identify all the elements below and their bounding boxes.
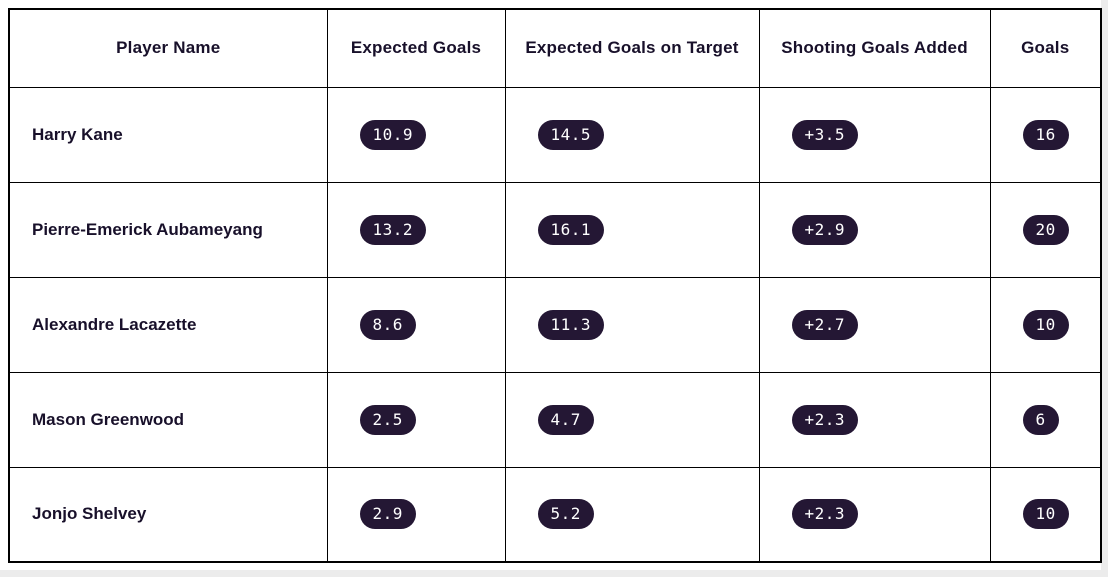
stat-pill: 2.9: [359, 499, 416, 530]
header-row: Player Name Expected Goals Expected Goal…: [8, 8, 1102, 88]
column-header-player-name: Player Name: [8, 8, 328, 88]
expected-goals-on-target-cell: 14.5: [504, 86, 760, 183]
player-name-cell: Jonjo Shelvey: [8, 466, 328, 563]
expected-goals-on-target-cell: 16.1: [504, 181, 760, 278]
goals-cell: 10: [989, 276, 1102, 373]
stat-pill: 20: [1022, 214, 1069, 245]
stat-pill: 14.5: [537, 119, 605, 150]
stat-pill: +2.3: [791, 499, 859, 530]
goals-cell: 20: [989, 181, 1102, 278]
expected-goals-cell: 8.6: [326, 276, 506, 373]
stat-pill: 16.1: [537, 214, 605, 245]
expected-goals-cell: 10.9: [326, 86, 506, 183]
expected-goals-on-target-cell: 4.7: [504, 371, 760, 468]
goals-cell: 6: [989, 371, 1102, 468]
shooting-goals-added-cell: +2.3: [758, 371, 991, 468]
table-row: Harry Kane 10.9 14.5 +3.5 16: [8, 86, 1102, 183]
stat-pill: 16: [1022, 119, 1069, 150]
table-row: Pierre-Emerick Aubameyang 13.2 16.1 +2.9…: [8, 181, 1102, 278]
stat-pill: 10.9: [359, 119, 427, 150]
stat-pill: 6: [1022, 404, 1059, 435]
stat-pill: +2.9: [791, 214, 859, 245]
table-body: Harry Kane 10.9 14.5 +3.5 16 Pierre-Emer…: [8, 86, 1102, 563]
stat-pill: 8.6: [359, 309, 416, 340]
stat-pill: +3.5: [791, 119, 859, 150]
stat-pill: 4.7: [537, 404, 594, 435]
table-row: Jonjo Shelvey 2.9 5.2 +2.3 10: [8, 466, 1102, 563]
player-name-cell: Alexandre Lacazette: [8, 276, 328, 373]
stat-pill: 13.2: [359, 214, 427, 245]
expected-goals-on-target-cell: 5.2: [504, 466, 760, 563]
stat-pill: 2.5: [359, 404, 416, 435]
column-header-expected-goals-on-target: Expected Goals on Target: [504, 8, 760, 88]
shooting-goals-added-cell: +2.9: [758, 181, 991, 278]
table-header: Player Name Expected Goals Expected Goal…: [8, 8, 1102, 88]
expected-goals-cell: 2.9: [326, 466, 506, 563]
player-stats-table: Player Name Expected Goals Expected Goal…: [8, 8, 1102, 563]
shooting-goals-added-cell: +2.3: [758, 466, 991, 563]
stat-pill: 10: [1022, 499, 1069, 530]
column-header-shooting-goals-added: Shooting Goals Added: [758, 8, 991, 88]
column-header-goals: Goals: [989, 8, 1102, 88]
stat-pill: 11.3: [537, 309, 605, 340]
goals-cell: 10: [989, 466, 1102, 563]
column-header-expected-goals: Expected Goals: [326, 8, 506, 88]
stat-pill: +2.7: [791, 309, 859, 340]
player-name-cell: Pierre-Emerick Aubameyang: [8, 181, 328, 278]
goals-cell: 16: [989, 86, 1102, 183]
expected-goals-cell: 13.2: [326, 181, 506, 278]
stat-pill: 10: [1022, 309, 1069, 340]
expected-goals-on-target-cell: 11.3: [504, 276, 760, 373]
expected-goals-cell: 2.5: [326, 371, 506, 468]
table-row: Mason Greenwood 2.5 4.7 +2.3 6: [8, 371, 1102, 468]
shooting-goals-added-cell: +3.5: [758, 86, 991, 183]
shooting-goals-added-cell: +2.7: [758, 276, 991, 373]
player-name-cell: Harry Kane: [8, 86, 328, 183]
stat-pill: +2.3: [791, 404, 859, 435]
stat-pill: 5.2: [537, 499, 594, 530]
table-row: Alexandre Lacazette 8.6 11.3 +2.7 10: [8, 276, 1102, 373]
player-name-cell: Mason Greenwood: [8, 371, 328, 468]
